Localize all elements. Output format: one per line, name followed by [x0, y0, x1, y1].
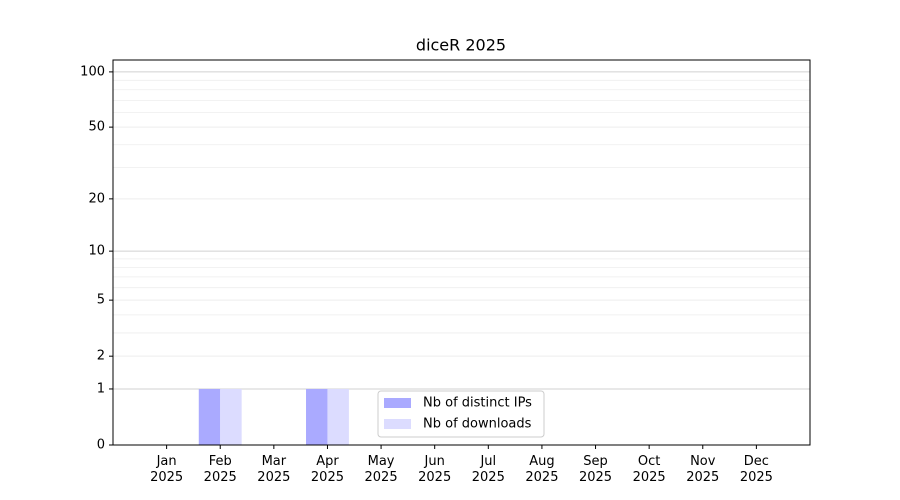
y-tick-label: 100: [80, 64, 105, 79]
y-tick-label: 1: [97, 381, 105, 396]
legend-box: [377, 390, 545, 438]
x-tick-label: Oct 2025: [633, 454, 666, 485]
marks: [198, 388, 349, 445]
bar: [220, 388, 242, 445]
legend-swatch: [384, 398, 411, 408]
x-tick-label: Feb 2025: [204, 454, 237, 485]
plot-frame: [112, 59, 811, 446]
labels: 0 1 2 5 10 20 50 100 Jan 2025 Feb 2025 Mar 2025 Apr 202…: [80, 64, 773, 484]
legend-label: Nb of distinct IPs: [423, 396, 532, 411]
x-tick-label: Jul 2025: [472, 454, 505, 485]
x-tick-label: Apr 2025: [311, 454, 344, 485]
bar: [306, 388, 328, 445]
y-tick-label: 50: [88, 120, 105, 135]
x-tick-label: Aug 2025: [525, 454, 558, 485]
x-tick-label: Dec 2025: [740, 454, 773, 485]
legend: Nb of distinct IPs Nb of downloads: [377, 390, 545, 438]
x-tick-label: Mar 2025: [257, 454, 290, 485]
bar: [198, 388, 221, 445]
x-tick-label: Sep 2025: [579, 454, 612, 485]
chart-title: diceR 2025: [416, 36, 506, 55]
x-tick-label: Jun 2025: [418, 454, 451, 485]
y-tick-label: 0: [97, 438, 105, 453]
legend-swatch: [384, 419, 411, 429]
bar: [327, 388, 349, 445]
y-tick-label: 5: [97, 293, 105, 308]
legend-label: Nb of downloads: [423, 417, 532, 432]
grid: [113, 71, 810, 446]
x-tick-label: May 2025: [365, 454, 398, 485]
y-tick-label: 20: [88, 191, 105, 206]
x-tick-label: Jan 2025: [150, 454, 183, 485]
x-tick-label: Nov 2025: [686, 454, 719, 485]
y-tick-label: 2: [97, 349, 105, 364]
y-tick-label: 10: [88, 244, 105, 259]
